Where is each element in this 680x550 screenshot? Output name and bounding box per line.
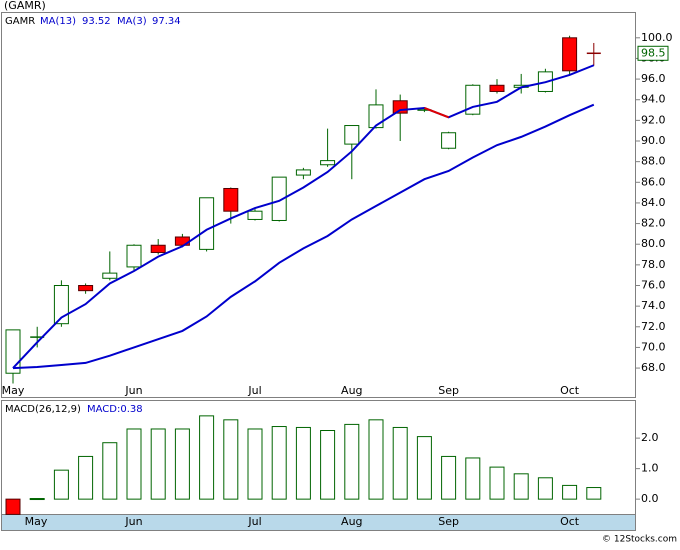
ma-line bbox=[12, 103, 595, 370]
y-tick-label: 72.0 bbox=[641, 320, 666, 333]
candle-body bbox=[392, 100, 408, 114]
candle-body bbox=[126, 244, 142, 268]
y-tick-label: 2.0 bbox=[641, 431, 659, 444]
candle-body bbox=[150, 244, 166, 253]
macd-bar bbox=[102, 442, 118, 500]
candle-body bbox=[368, 104, 384, 129]
x-tick-label: May bbox=[2, 384, 25, 397]
macd-bar bbox=[29, 498, 45, 501]
date-label: Oct bbox=[560, 515, 580, 528]
candle-body bbox=[441, 132, 457, 149]
y-tick-label: 70.0 bbox=[641, 340, 666, 353]
legend-symbol: GAMR bbox=[5, 16, 35, 27]
candle-body bbox=[223, 187, 239, 212]
macd-bar bbox=[586, 487, 602, 500]
macd-bar bbox=[392, 426, 408, 500]
macd-bar bbox=[416, 436, 432, 500]
macd-bar bbox=[368, 419, 384, 500]
y-tick-label: 86.0 bbox=[641, 175, 666, 188]
date-label: Jul bbox=[247, 515, 261, 528]
legend-ma3-value: 97.34 bbox=[152, 16, 181, 27]
macd-bar bbox=[271, 426, 287, 500]
y-tick-label: 92.0 bbox=[641, 113, 666, 126]
macd-value: MACD:0.38 bbox=[87, 404, 143, 415]
candle-body bbox=[78, 285, 94, 292]
x-tick-label: Aug bbox=[341, 384, 362, 397]
price-panel bbox=[1, 12, 636, 398]
x-tick-label: Sep bbox=[438, 384, 459, 397]
candle-body bbox=[320, 160, 336, 166]
y-tick-label: 100.0 bbox=[641, 31, 673, 44]
last-price-label: 98.5 bbox=[641, 46, 666, 59]
date-label: Jun bbox=[124, 515, 142, 528]
y-tick-label: 1.0 bbox=[641, 462, 659, 475]
y-tick-label: 96.0 bbox=[641, 72, 666, 85]
macd-bar bbox=[441, 455, 457, 500]
candle-body bbox=[199, 197, 215, 250]
macd-bar bbox=[126, 428, 142, 500]
y-tick-label: 94.0 bbox=[641, 93, 666, 106]
ma-line bbox=[12, 64, 595, 369]
candle-body bbox=[344, 125, 360, 145]
ma-down-segment bbox=[424, 107, 449, 119]
macd-bar bbox=[344, 423, 360, 500]
macd-bar bbox=[150, 428, 166, 500]
y-tick-label: 0.0 bbox=[641, 492, 659, 505]
y-tick-label: 84.0 bbox=[641, 196, 666, 209]
macd-bar bbox=[562, 484, 578, 500]
legend-ma13-value: 93.52 bbox=[82, 16, 111, 27]
candle-body bbox=[102, 272, 118, 279]
y-tick-label: 78.0 bbox=[641, 258, 666, 271]
candle-body bbox=[271, 176, 287, 221]
macd-bar bbox=[199, 415, 215, 500]
y-tick-label: 90.0 bbox=[641, 134, 666, 147]
last-price-box bbox=[637, 45, 669, 61]
macd-bar bbox=[295, 426, 311, 500]
macd-bar bbox=[537, 477, 553, 500]
date-label: Sep bbox=[438, 515, 459, 528]
footer: © 12Stocks.com bbox=[602, 535, 677, 545]
date-label: May bbox=[25, 515, 48, 528]
macd-bar bbox=[320, 430, 336, 500]
macd-title: MACD(26,12,9) bbox=[5, 404, 81, 415]
legend-ma13: MA(13) bbox=[40, 16, 76, 27]
macd-bar bbox=[5, 498, 21, 515]
y-tick-label: 82.0 bbox=[641, 217, 666, 230]
y-tick-label: 80.0 bbox=[641, 237, 666, 250]
x-tick-label: Jul bbox=[247, 384, 261, 397]
macd-bar bbox=[223, 419, 239, 500]
y-tick-label: 88.0 bbox=[641, 155, 666, 168]
candle-body bbox=[489, 84, 505, 92]
macd-bar bbox=[174, 428, 190, 500]
chart-title: (GAMR) bbox=[4, 0, 46, 12]
x-tick-label: Oct bbox=[560, 384, 580, 397]
x-tick-label: Jun bbox=[124, 384, 142, 397]
macd-bar bbox=[53, 469, 69, 500]
macd-bar bbox=[78, 455, 94, 500]
date-strip bbox=[1, 514, 636, 531]
legend-ma3: MA(3) bbox=[117, 16, 147, 27]
candle-body bbox=[53, 285, 69, 325]
candle-body bbox=[562, 37, 578, 72]
y-tick-label: 74.0 bbox=[641, 299, 666, 312]
candle-body bbox=[295, 169, 311, 176]
macd-bar bbox=[513, 473, 529, 500]
candle-body bbox=[247, 210, 263, 220]
date-label: Aug bbox=[341, 515, 362, 528]
candle-body bbox=[5, 329, 21, 374]
y-tick-label: 76.0 bbox=[641, 279, 666, 292]
macd-bar bbox=[465, 457, 481, 500]
y-tick-label: 68.0 bbox=[641, 361, 666, 374]
macd-bar bbox=[247, 428, 263, 500]
macd-bar bbox=[489, 466, 505, 500]
